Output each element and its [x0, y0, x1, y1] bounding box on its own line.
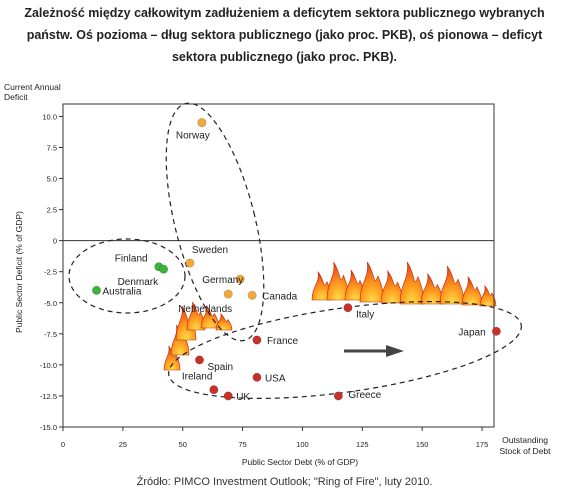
x-tick-label: 125 [356, 440, 369, 449]
label-japan: Japan [458, 327, 485, 338]
label-france: France [267, 336, 299, 347]
x-tick-label: 175 [476, 440, 489, 449]
point-denmark [159, 264, 169, 274]
x-axis-end-label-line2: Stock of Debt [499, 446, 551, 456]
x-axis-end-label-line1: Outstanding [502, 435, 548, 445]
label-usa: USA [265, 373, 286, 384]
ring-of-fire-flames [163, 261, 497, 371]
x-tick-label: 25 [119, 440, 127, 449]
x-tick-label: 0 [61, 440, 65, 449]
label-spain: Spain [207, 362, 233, 373]
point-canada [247, 290, 257, 300]
flame-icon [163, 345, 181, 371]
label-canada: Canada [262, 291, 297, 302]
point-greece [333, 391, 343, 401]
point-italy [343, 303, 353, 313]
label-australia: Australia [103, 286, 142, 297]
y-tick-label: 2.5 [47, 206, 57, 215]
trend-arrow [344, 345, 404, 357]
flame-icon [380, 269, 404, 304]
point-usa [252, 372, 262, 382]
y-tick-label: 0 [53, 237, 57, 246]
plot-frame [62, 103, 495, 428]
y-tick-label: 10.0 [42, 112, 57, 121]
point-spain [194, 355, 204, 365]
label-denmark: Denmark [118, 277, 160, 288]
x-axis-ticks: 0 25 50 75 100 125 150 175 [61, 427, 488, 449]
y-tick-label: 7.5 [47, 143, 57, 152]
x-tick-label: 75 [238, 440, 246, 449]
flame-icon [461, 275, 483, 306]
y-tick-label: -10.0 [40, 361, 57, 370]
flame-icon [439, 265, 465, 305]
label-netherlands: Netherlands [178, 304, 232, 315]
label-ireland: Ireland [182, 372, 213, 383]
label-greece: Greece [348, 390, 381, 401]
label-uk: UK [236, 392, 250, 403]
x-tick-label: 150 [416, 440, 429, 449]
x-axis-label: Public Sector Debt (% of GDP) [242, 457, 358, 467]
point-norway [197, 118, 207, 128]
y-axis-label: Public Sector Deficit (% of GDP) [14, 211, 24, 333]
y-axis-top-label-line2: Deficit [4, 92, 28, 102]
point-australia [92, 285, 102, 295]
label-norway: Norway [176, 131, 210, 142]
flame-icon [479, 285, 497, 307]
y-tick-label: -5.0 [44, 299, 57, 308]
data-points: Norway Sweden Germany Netherlands Canada Finl… [92, 118, 501, 403]
source-note: Źródło: PIMCO Investment Outlook; "Ring … [136, 476, 433, 488]
point-japan [491, 326, 501, 336]
point-sweden [185, 258, 195, 268]
flame-icon [420, 272, 444, 305]
y-tick-label: -2.5 [44, 268, 57, 277]
label-finland: Finland [115, 254, 148, 265]
flame-icon [359, 261, 385, 303]
point-france [252, 335, 262, 345]
point-germany [235, 274, 245, 284]
flame-icon [175, 305, 197, 341]
label-germany: Germany [202, 275, 243, 286]
x-tick-label: 50 [179, 440, 187, 449]
label-italy: Italy [356, 310, 374, 321]
point-netherlands [223, 289, 233, 299]
y-tick-label: 5.0 [47, 175, 57, 184]
y-tick-label: -15.0 [40, 423, 57, 432]
y-tick-label: -12.5 [40, 392, 57, 401]
y-axis-ticks: 10.0 7.5 5.0 2.5 0 -2.5 -5.0 -7.5 -10.0 -12.5 -15.… [40, 112, 63, 432]
point-uk [223, 391, 233, 401]
point-ireland [209, 385, 219, 395]
nordic-group-ellipse [68, 238, 186, 314]
moderate-group-ellipse [165, 102, 265, 342]
x-tick-label: 100 [296, 440, 309, 449]
label-sweden: Sweden [192, 245, 228, 256]
y-tick-label: -7.5 [44, 330, 57, 339]
y-axis-top-label-line1: Current Annual [4, 82, 61, 92]
ring-of-fire-ellipse [168, 300, 522, 400]
flame-icon [215, 313, 233, 331]
figure-caption: Zależność między całkowitym zadłużeniem … [24, 6, 545, 64]
flame-icon [399, 261, 425, 305]
